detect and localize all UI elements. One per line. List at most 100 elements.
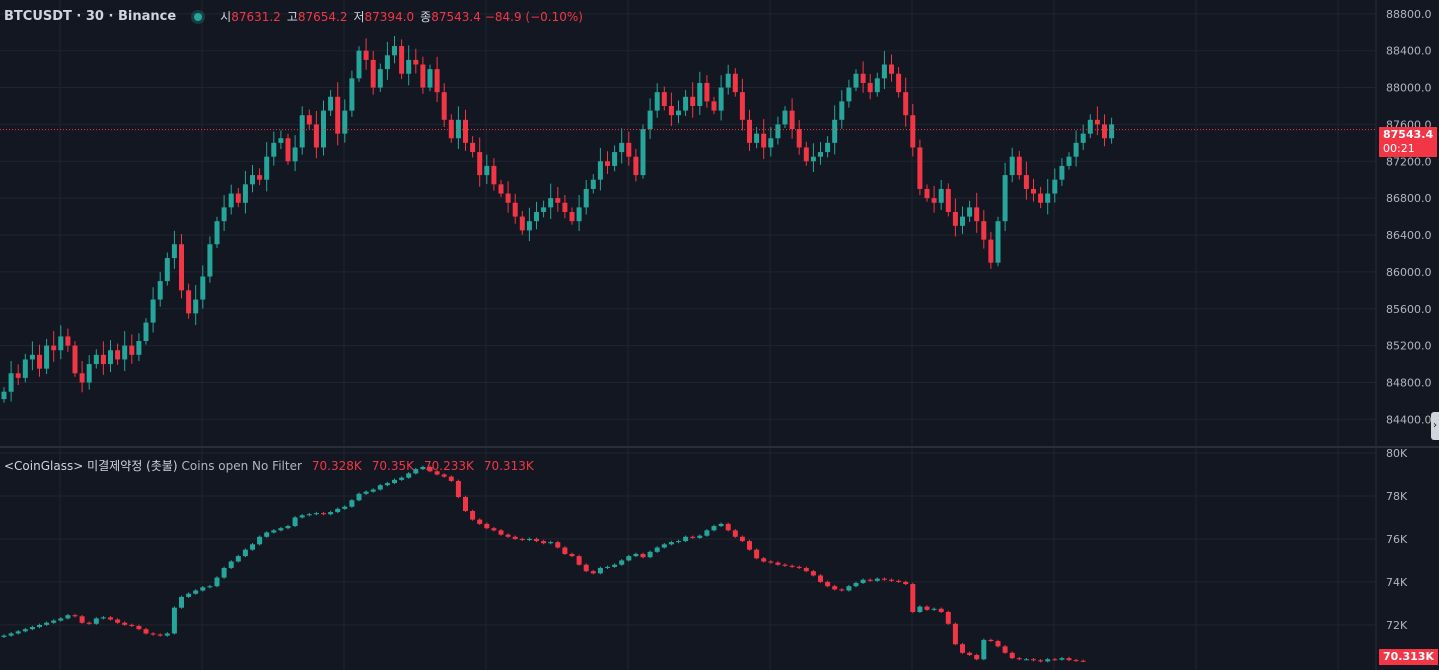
indicator-candle <box>377 485 383 490</box>
indicator-value-close: 70.313K <box>483 459 534 473</box>
price-candle <box>647 110 653 130</box>
indicator-candle <box>370 489 376 492</box>
price-candle <box>590 179 596 189</box>
price-candle <box>931 198 937 203</box>
price-candle <box>683 96 689 111</box>
indicator-candle <box>704 530 710 536</box>
indicator-candle <box>37 624 42 628</box>
indicator-candle <box>612 564 618 567</box>
price-candle <box>171 244 177 259</box>
price-tick-label: 84400.0 <box>1386 413 1432 426</box>
price-candle <box>37 354 42 369</box>
price-candle <box>455 119 461 139</box>
price-candle <box>988 239 994 263</box>
price-candle <box>413 59 419 65</box>
indicator-value-low: 70.233K <box>423 459 474 473</box>
indicator-candle <box>399 477 405 480</box>
indicator-candle <box>825 581 831 587</box>
indicator-candle <box>690 536 696 538</box>
price-candle <box>100 354 106 365</box>
price-candle <box>612 152 618 166</box>
price-candle <box>903 92 909 116</box>
price-candle <box>285 138 291 162</box>
indicator-candle <box>619 560 625 565</box>
price-candle <box>58 336 64 351</box>
scroll-right-chevron-icon[interactable]: › <box>1431 412 1439 440</box>
price-candle <box>299 115 305 148</box>
price-candle <box>661 92 667 106</box>
indicator-candle <box>455 480 461 498</box>
price-candle <box>150 299 156 323</box>
indicator-candle <box>51 620 57 623</box>
indicator-candle <box>321 513 326 515</box>
indicator-candle <box>271 530 277 533</box>
indicator-candle <box>853 582 859 587</box>
price-candle <box>1031 188 1036 194</box>
indicator-tick-label: 76K <box>1386 533 1408 546</box>
indicator-candle <box>768 561 774 563</box>
indicator-candle <box>867 579 873 581</box>
indicator-candle <box>328 512 334 515</box>
price-candle <box>79 373 85 383</box>
indicator-candle <box>534 538 539 542</box>
open-value: 87631.2 <box>231 9 281 24</box>
close-value: 87543.4 <box>431 9 481 24</box>
price-candle <box>179 244 184 291</box>
indicator-candle <box>697 535 703 538</box>
price-candle <box>818 152 823 157</box>
indicator-candle <box>952 623 958 645</box>
price-tick-label: 86000.0 <box>1386 266 1432 279</box>
indicator-candle <box>1080 660 1086 662</box>
price-candle <box>1 391 7 400</box>
indicator-candle <box>171 607 177 634</box>
price-candle <box>1094 119 1100 125</box>
indicator-candle <box>498 530 504 535</box>
price-candle <box>242 184 248 203</box>
high-value: 87654.2 <box>297 9 348 24</box>
price-candle <box>739 92 745 120</box>
price-candle <box>65 336 71 346</box>
price-candle <box>626 142 632 157</box>
indicator-candle <box>903 581 909 585</box>
indicator-candle <box>335 508 341 513</box>
indicator-candle <box>974 654 980 660</box>
price-candle <box>349 78 355 111</box>
price-candle <box>555 198 561 203</box>
indicator-candle <box>157 634 163 636</box>
change-value: −84.9 (−0.10%) <box>484 9 583 24</box>
symbol-title[interactable]: BTCUSDT · 30 · Binance <box>4 9 177 24</box>
price-candle <box>1059 165 1065 180</box>
price-tag-value: 87543.4 <box>1383 128 1434 141</box>
price-candle <box>108 350 113 365</box>
indicator-candle <box>392 479 397 484</box>
price-candle <box>44 345 50 369</box>
price-candle <box>470 142 476 153</box>
price-candle <box>342 110 348 134</box>
price-candle <box>228 193 234 208</box>
price-candle <box>725 73 731 88</box>
indicator-name[interactable]: <CoinGlass> 미결제약정 (촛불) <box>4 459 178 473</box>
price-candle <box>846 87 852 102</box>
price-candle <box>463 119 468 143</box>
indicator-candle <box>1009 652 1015 659</box>
indicator-candle <box>676 541 681 543</box>
price-candle <box>789 110 795 130</box>
price-candle <box>924 188 930 199</box>
indicator-candle <box>228 561 234 568</box>
indicator-candle <box>179 596 184 608</box>
indicator-candle <box>889 579 894 581</box>
indicator-candle <box>72 615 78 617</box>
price-tag-countdown: 00:21 <box>1383 142 1415 155</box>
price-candle <box>676 110 681 116</box>
price-tick-label: 86800.0 <box>1386 192 1432 205</box>
indicator-candle <box>988 639 994 641</box>
price-candle <box>1109 124 1115 139</box>
indicator-candle <box>235 556 241 562</box>
price-candle <box>1066 156 1072 166</box>
price-candle <box>995 221 1001 263</box>
indicator-value-high: 70.35K <box>371 459 414 473</box>
indicator-candle <box>718 523 724 527</box>
price-candle <box>157 281 163 300</box>
indicator-candle <box>846 586 852 591</box>
